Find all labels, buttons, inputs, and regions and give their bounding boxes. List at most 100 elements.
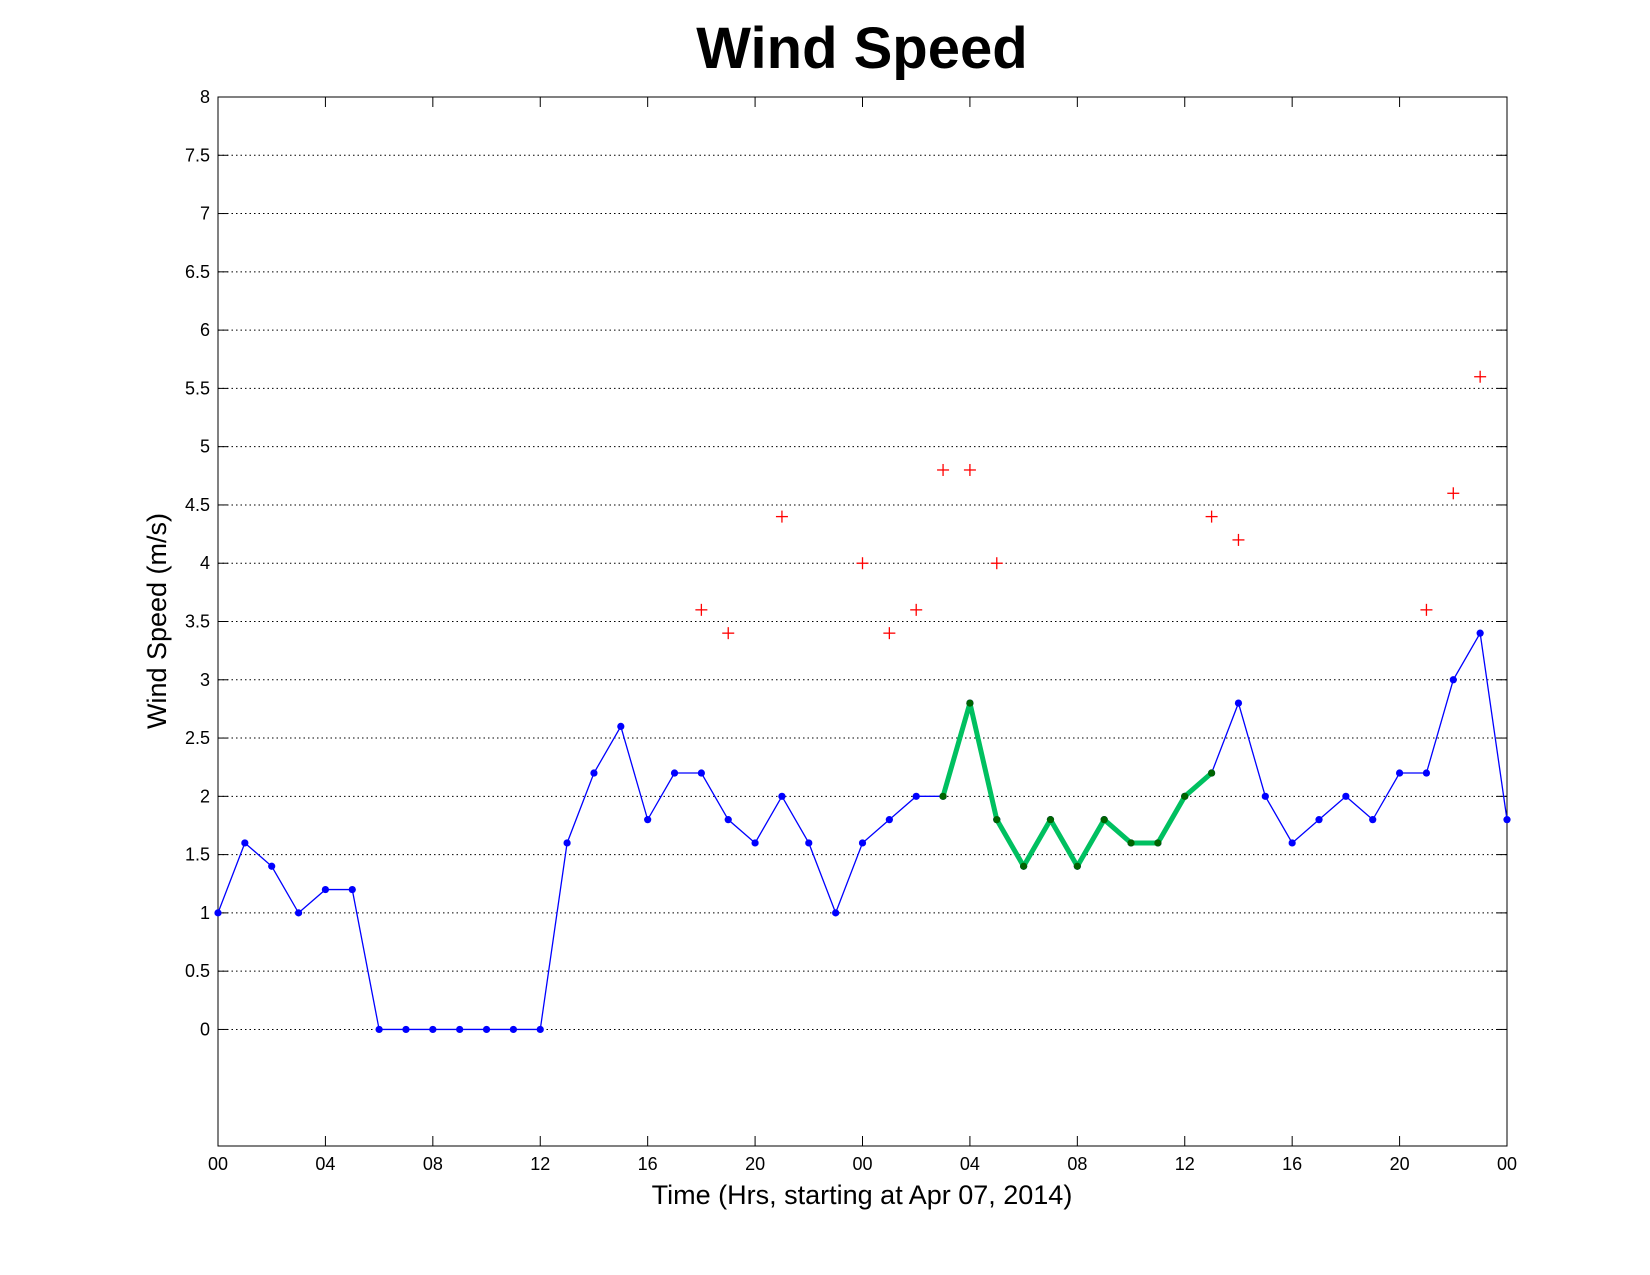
x-tick-label: 00	[208, 1154, 228, 1174]
data-point-blue	[697, 769, 705, 777]
y-tick-label: 2.5	[185, 728, 210, 748]
data-series	[214, 370, 1511, 1034]
data-point-blue	[429, 1025, 437, 1034]
series-line-green	[940, 700, 1215, 869]
x-axis-label: Time (Hrs, starting at Apr 07, 2014)	[652, 1180, 1073, 1210]
data-point-red-plus	[1474, 370, 1487, 383]
y-tick-label: 1	[200, 903, 210, 923]
series-line-blue	[217, 631, 1508, 1031]
data-point-blue	[214, 909, 222, 917]
data-point-red-plus	[910, 603, 923, 616]
data-point-green	[1127, 839, 1135, 847]
y-tick-label: 8	[200, 87, 210, 107]
data-point-blue	[1503, 816, 1511, 824]
data-point-blue	[1315, 816, 1323, 824]
data-point-green	[1208, 769, 1216, 777]
data-point-red-plus	[722, 627, 735, 640]
data-point-blue	[1449, 676, 1457, 684]
data-point-red-plus	[937, 463, 950, 476]
data-point-blue	[670, 769, 679, 777]
x-tick-label: 20	[1390, 1154, 1410, 1174]
data-point-blue	[348, 885, 356, 894]
data-point-blue	[241, 839, 249, 847]
data-point-blue	[1369, 816, 1377, 824]
data-point-blue	[563, 839, 571, 847]
y-tick-label: 5	[200, 437, 210, 457]
data-point-blue	[1342, 792, 1350, 800]
data-point-red-plus	[856, 557, 869, 570]
data-point-blue	[1288, 839, 1296, 847]
data-point-blue	[724, 816, 732, 824]
data-point-blue	[590, 769, 598, 777]
y-tick-label: 1.5	[185, 845, 210, 865]
data-point-green	[1181, 792, 1189, 800]
data-point-blue	[482, 1025, 491, 1034]
x-tick-label: 04	[315, 1154, 335, 1174]
data-point-red-plus	[695, 603, 708, 616]
data-point-blue	[456, 1025, 464, 1034]
x-tick-label: 16	[1282, 1154, 1302, 1174]
y-tick-label: 5.5	[185, 378, 210, 398]
data-point-green	[939, 792, 947, 800]
data-point-red-plus	[963, 463, 976, 476]
data-point-red-plus	[1232, 533, 1245, 546]
y-tick-label: 0.5	[185, 961, 210, 981]
data-point-blue	[268, 862, 276, 870]
data-point-blue	[751, 839, 759, 847]
data-point-red-plus	[1420, 603, 1433, 616]
data-point-blue	[402, 1025, 410, 1034]
data-point-blue	[832, 909, 840, 917]
y-tick-label: 7	[200, 204, 210, 224]
data-point-blue	[912, 792, 920, 800]
data-point-blue	[509, 1025, 517, 1034]
data-point-blue	[294, 909, 303, 917]
data-point-green	[1020, 862, 1028, 870]
data-point-blue	[375, 1025, 383, 1034]
y-tick-label: 3.5	[185, 612, 210, 632]
axis-ticks: 0 0.5 1 1.5 2 2.5 3 3.5 4 4.5 5 5.5 6 6.5 7 7.5 8 00 04 08 1…	[185, 87, 1517, 1174]
x-tick-label: 08	[1067, 1154, 1087, 1174]
data-point-blue	[536, 1025, 544, 1034]
data-point-red-plus	[775, 510, 788, 523]
data-point-blue	[1234, 699, 1243, 707]
x-tick-label: 04	[960, 1154, 980, 1174]
data-point-red-plus	[990, 557, 1003, 570]
data-point-green	[1046, 816, 1055, 824]
x-tick-label: 12	[530, 1154, 550, 1174]
data-point-blue	[1476, 629, 1484, 637]
data-point-red-plus	[883, 627, 896, 640]
data-point-green	[1154, 839, 1162, 847]
data-point-blue	[1261, 792, 1269, 800]
data-point-blue	[1395, 769, 1404, 777]
data-point-blue	[644, 816, 652, 824]
data-point-green	[966, 699, 974, 707]
y-tick-label: 6	[200, 320, 210, 340]
data-point-green	[1073, 862, 1081, 870]
x-tick-label: 20	[745, 1154, 765, 1174]
data-point-red-plus	[1205, 510, 1218, 523]
x-tick-label: 00	[1497, 1154, 1517, 1174]
y-tick-label: 4	[200, 553, 210, 573]
data-point-blue	[778, 792, 786, 800]
y-tick-label: 0	[200, 1019, 210, 1039]
data-point-blue	[885, 816, 893, 824]
data-point-blue	[1422, 769, 1431, 777]
data-point-blue	[805, 839, 813, 847]
y-tick-label: 3	[200, 670, 210, 690]
y-tick-label: 4.5	[185, 495, 210, 515]
chart-title: Wind Speed	[696, 16, 1027, 81]
y-tick-label: 2	[200, 786, 210, 806]
data-point-blue	[858, 839, 867, 847]
x-tick-label: 12	[1175, 1154, 1195, 1174]
x-tick-label: 08	[423, 1154, 443, 1174]
y-tick-label: 7.5	[185, 145, 210, 165]
x-tick-label: 00	[852, 1154, 872, 1174]
data-point-blue	[321, 885, 330, 894]
grid-lines	[218, 154, 1507, 1030]
y-axis-label: Wind Speed (m/s)	[142, 513, 172, 729]
y-tick-label: 6.5	[185, 262, 210, 282]
data-point-red-plus	[1447, 487, 1460, 500]
x-tick-label: 16	[638, 1154, 658, 1174]
data-point-blue	[617, 722, 625, 731]
